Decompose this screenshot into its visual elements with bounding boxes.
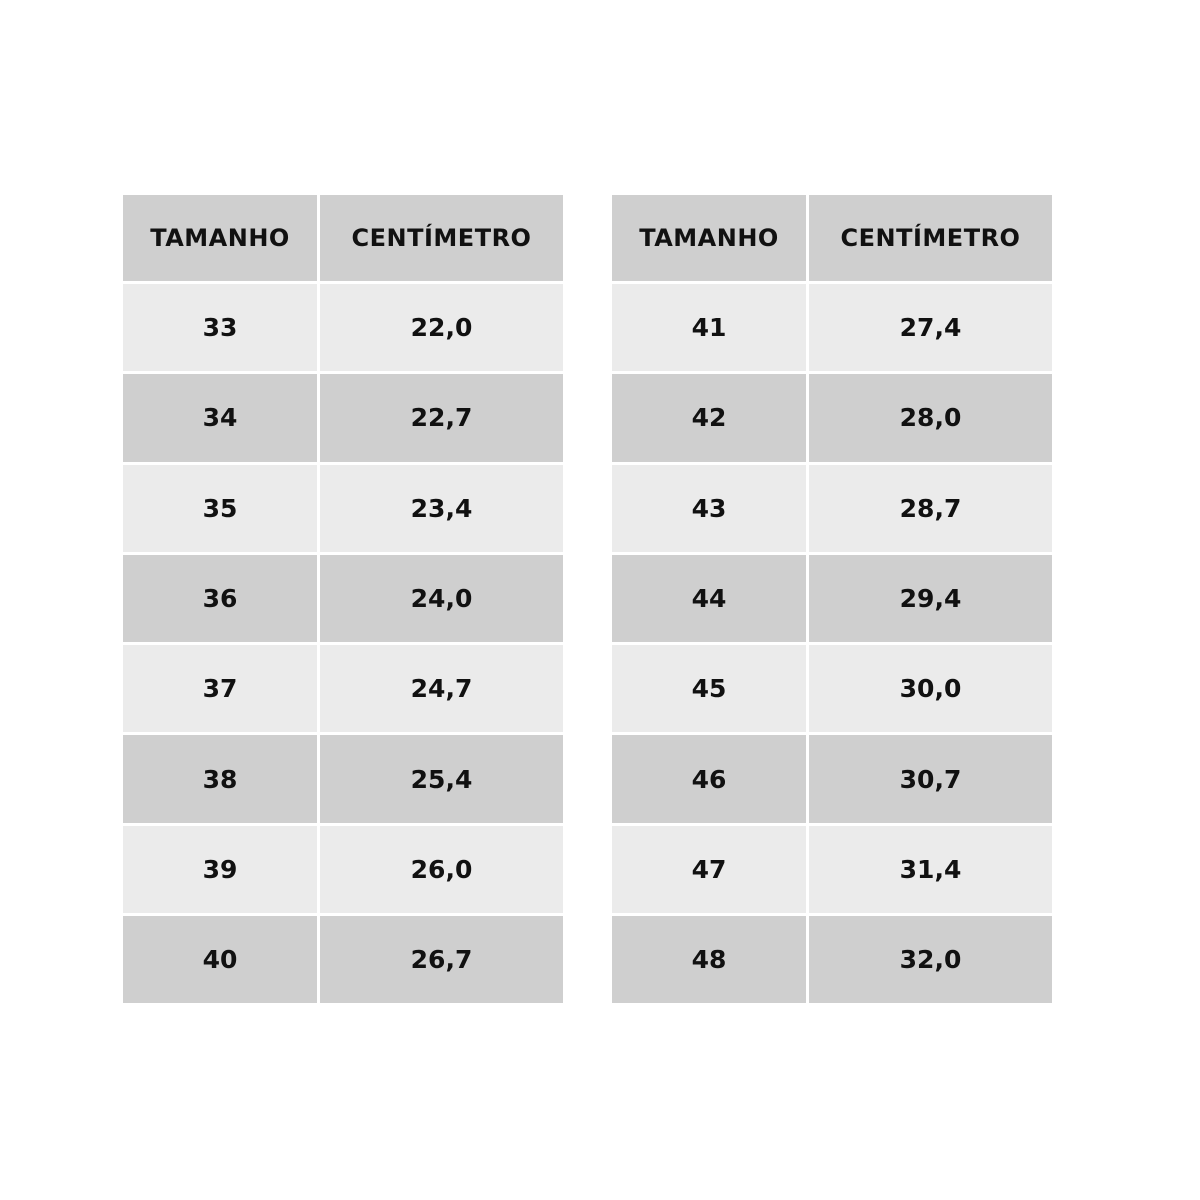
centimeter-cell: 24,0 [320, 554, 563, 643]
centimeter-cell: 29,4 [809, 554, 1052, 643]
centimeter-cell: 25,4 [320, 735, 563, 823]
header-centimetro: CENTÍMETRO [809, 195, 1052, 281]
centimeter-cell: 32,0 [809, 916, 1052, 1004]
size-cell: 45 [612, 645, 806, 733]
size-cell: 38 [123, 735, 317, 823]
size-cell: 35 [123, 464, 317, 552]
size-cell: 34 [123, 374, 317, 462]
size-cell: 43 [612, 464, 806, 552]
centimeter-cell: 22,0 [320, 284, 563, 372]
size-cell: 44 [612, 554, 806, 643]
centimeter-cell: 22,7 [320, 374, 563, 462]
size-cell: 36 [123, 554, 317, 643]
size-table-left: TAMANHO CENTÍMETRO 33 22,0 34 22,7 35 23,4 36 24,… [123, 195, 563, 1004]
size-cell: 37 [123, 645, 317, 733]
size-cell: 46 [612, 735, 806, 823]
centimeter-cell: 31,4 [809, 825, 1052, 914]
centimeter-cell: 27,4 [809, 284, 1052, 372]
size-cell: 42 [612, 374, 806, 462]
centimeter-cell: 26,0 [320, 825, 563, 914]
centimeter-cell: 23,4 [320, 464, 563, 552]
size-table-right: TAMANHO CENTÍMETRO 41 27,4 42 28,0 43 28,7 44 29,… [612, 195, 1052, 1004]
size-cell: 48 [612, 916, 806, 1004]
size-cell: 39 [123, 825, 317, 914]
centimeter-cell: 30,0 [809, 645, 1052, 733]
centimeter-cell: 28,7 [809, 464, 1052, 552]
size-cell: 40 [123, 916, 317, 1004]
header-centimetro: CENTÍMETRO [320, 195, 563, 281]
centimeter-cell: 24,7 [320, 645, 563, 733]
header-tamanho: TAMANHO [123, 195, 317, 281]
size-cell: 41 [612, 284, 806, 372]
centimeter-cell: 28,0 [809, 374, 1052, 462]
size-cell: 33 [123, 284, 317, 372]
centimeter-cell: 26,7 [320, 916, 563, 1004]
size-cell: 47 [612, 825, 806, 914]
header-tamanho: TAMANHO [612, 195, 806, 281]
centimeter-cell: 30,7 [809, 735, 1052, 823]
